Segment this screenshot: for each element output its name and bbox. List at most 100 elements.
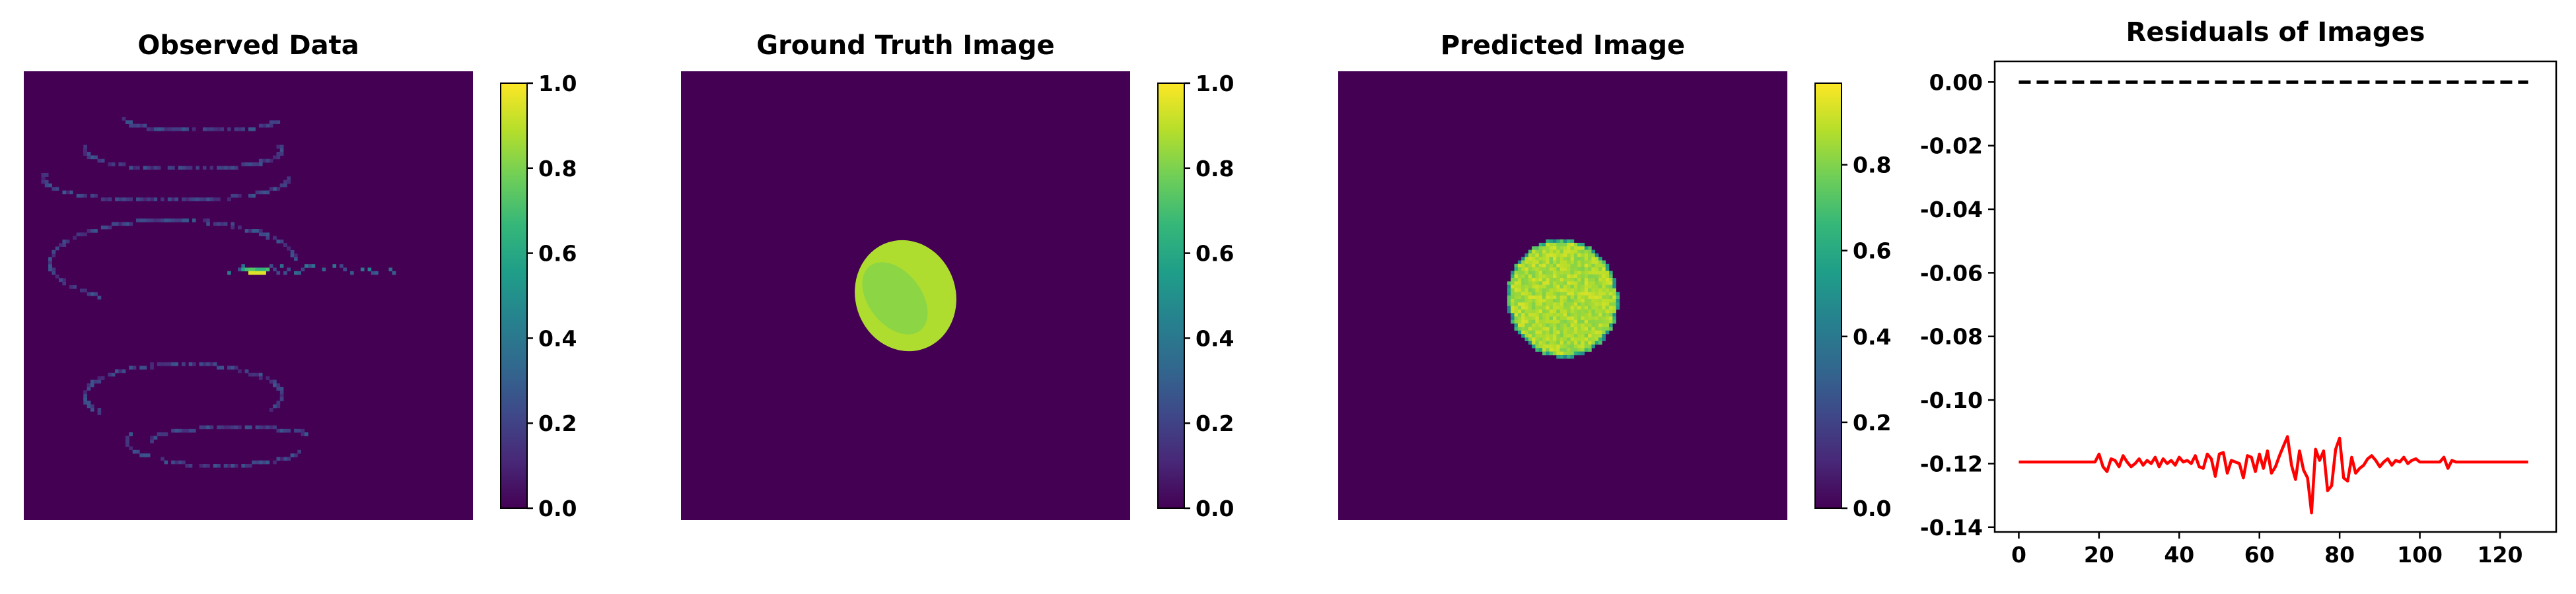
heatmap-cell [252, 127, 256, 131]
heatmap-cell [100, 158, 105, 163]
heatmap-cell [1584, 313, 1589, 317]
heatmap-cell [1542, 267, 1546, 271]
heatmap-cell [1581, 334, 1585, 338]
heatmap-cell [1584, 281, 1589, 285]
heatmap-cell [1528, 306, 1532, 310]
heatmap-cell [1546, 242, 1550, 247]
heatmap-content [1507, 239, 1620, 359]
heatmap-cell [308, 264, 312, 268]
heatmap-cell [153, 127, 158, 131]
heatmap-cell [241, 267, 245, 272]
heatmap-cell [69, 285, 73, 289]
heatmap-cell [1594, 341, 1599, 345]
heatmap-cell [62, 240, 67, 244]
heatmap-cell [262, 460, 266, 465]
heatmap-cell [1553, 242, 1557, 247]
heatmap-cell [115, 369, 119, 374]
heatmap-cell [1573, 306, 1578, 310]
heatmap-cell [1602, 319, 1606, 324]
heatmap-cell [1553, 345, 1557, 348]
heatmap-cell [223, 425, 228, 430]
heatmap-cell [76, 232, 81, 236]
heatmap-cell [1602, 260, 1606, 265]
heatmap-cell [1559, 323, 1564, 327]
heatmap-cell [1549, 284, 1554, 289]
heatmap-cell [1591, 313, 1596, 317]
heatmap-cell [1556, 323, 1560, 327]
heatmap-cell [294, 253, 298, 257]
heatmap-cell [1532, 313, 1536, 317]
heatmap-cell [1591, 295, 1596, 300]
heatmap-cell [118, 222, 123, 226]
heatmap-cell [1535, 330, 1540, 335]
heatmap-cell [1616, 295, 1620, 300]
heatmap-cell [48, 183, 52, 187]
heatmap-cell [1581, 341, 1585, 345]
heatmap-cell [1559, 267, 1564, 271]
y-tick-label: -0.10 [1920, 387, 1983, 413]
heatmap-cell [1612, 298, 1616, 303]
heatmap-cell [1556, 271, 1560, 275]
heatmap-cell [1532, 306, 1536, 310]
heatmap-cell [1588, 253, 1592, 257]
heatmap-cell [143, 366, 147, 370]
heatmap-cell [1553, 309, 1557, 314]
heatmap-cell [100, 197, 105, 201]
heatmap-cell [1511, 281, 1515, 285]
heatmap-cell [1521, 263, 1525, 268]
heatmap-cell [1588, 334, 1592, 338]
heatmap-cell [252, 271, 256, 275]
heatmap-cell [1598, 302, 1602, 306]
heatmap-cell [1605, 274, 1610, 279]
heatmap-cell [1556, 249, 1560, 254]
heatmap-cell [1528, 274, 1532, 279]
heatmap-cell [1563, 257, 1567, 261]
heatmap-cell [1521, 330, 1525, 335]
heatmap-cell [1570, 267, 1575, 271]
heatmap-cell [1521, 319, 1525, 324]
heatmap-cell [1538, 316, 1543, 321]
heatmap-cell [1511, 309, 1515, 314]
heatmap-cell [241, 162, 245, 166]
heatmap-cell [1528, 292, 1532, 296]
heatmap-cell [1573, 295, 1578, 300]
heatmap-cell [1546, 348, 1550, 352]
heatmap-cell [1556, 341, 1560, 345]
heatmap-cell [241, 264, 245, 268]
heatmap-cell [115, 197, 119, 201]
heatmap-cell [1535, 316, 1540, 321]
heatmap-cell [1542, 263, 1546, 268]
heatmap-cell [1584, 334, 1589, 338]
heatmap-cell [220, 366, 225, 370]
heatmap-cell [1532, 337, 1536, 341]
heatmap-cell [1563, 267, 1567, 271]
heatmap-cell [167, 218, 172, 222]
heatmap-cell [1594, 295, 1599, 300]
heatmap-cell [1563, 242, 1567, 247]
heatmap-cell [1588, 284, 1592, 289]
heatmap-cell [1570, 263, 1575, 268]
heatmap-cell [171, 127, 175, 131]
heatmap-cell [1538, 242, 1543, 247]
heatmap-cell [1563, 295, 1567, 300]
heatmap-cell [1524, 284, 1529, 289]
colorbar-tick-label: 0.8 [1196, 156, 1234, 182]
heatmap-cell [1570, 284, 1575, 289]
heatmap-cell [1588, 327, 1592, 331]
heatmap-cell [1570, 334, 1575, 338]
heatmap-cell [340, 264, 343, 268]
heatmap-cell [1542, 316, 1546, 321]
heatmap-cell [1546, 281, 1550, 285]
heatmap-cell [1549, 278, 1554, 282]
heatmap-cell [1559, 302, 1564, 306]
heatmap-cell [1584, 306, 1589, 310]
heatmap-cell [1517, 260, 1522, 265]
heatmap-cell [1559, 239, 1564, 244]
heatmap-cell [1524, 288, 1529, 292]
heatmap-cell [1563, 306, 1567, 310]
heatmap-cell [1588, 292, 1592, 296]
heatmap-cell [1616, 298, 1620, 303]
heatmap-cell [1542, 319, 1546, 324]
heatmap-cell [1556, 298, 1560, 303]
